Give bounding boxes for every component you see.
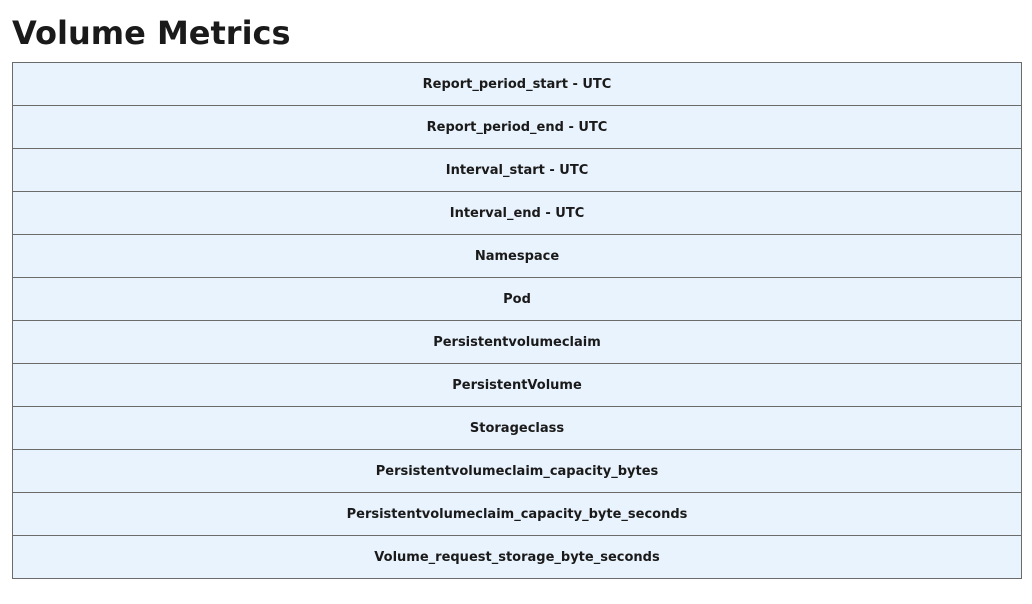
table-row: Interval_end - UTC: [12, 191, 1022, 235]
table-row: Report_period_start - UTC: [12, 62, 1022, 106]
table-cell-interval-start: Interval_start - UTC: [12, 148, 1022, 192]
table-row: PersistentVolume: [12, 363, 1022, 407]
table-row: Persistentvolumeclaim_capacity_byte_seco…: [12, 492, 1022, 536]
table-row: Persistentvolumeclaim: [12, 320, 1022, 364]
table-row: Interval_start - UTC: [12, 148, 1022, 192]
volume-metrics-table: Report_period_start - UTC Report_period_…: [12, 62, 1022, 579]
table-cell-pvc-capacity-bytes: Persistentvolumeclaim_capacity_bytes: [12, 449, 1022, 493]
table-cell-persistentvolumeclaim: Persistentvolumeclaim: [12, 320, 1022, 364]
table-cell-pvc-capacity-byte-seconds: Persistentvolumeclaim_capacity_byte_seco…: [12, 492, 1022, 536]
table-row: Storageclass: [12, 406, 1022, 450]
table-cell-report-period-start: Report_period_start - UTC: [12, 62, 1022, 106]
table-row: Namespace: [12, 234, 1022, 278]
table-cell-interval-end: Interval_end - UTC: [12, 191, 1022, 235]
table-cell-report-period-end: Report_period_end - UTC: [12, 105, 1022, 149]
page-title: Volume Metrics: [12, 14, 291, 52]
table-row: Pod: [12, 277, 1022, 321]
table-cell-persistentvolume: PersistentVolume: [12, 363, 1022, 407]
table-cell-namespace: Namespace: [12, 234, 1022, 278]
table-row: Persistentvolumeclaim_capacity_bytes: [12, 449, 1022, 493]
table-cell-pod: Pod: [12, 277, 1022, 321]
table-cell-storageclass: Storageclass: [12, 406, 1022, 450]
table-row: Volume_request_storage_byte_seconds: [12, 535, 1022, 579]
table-cell-volume-request-storage-byte-seconds: Volume_request_storage_byte_seconds: [12, 535, 1022, 579]
table-row: Report_period_end - UTC: [12, 105, 1022, 149]
